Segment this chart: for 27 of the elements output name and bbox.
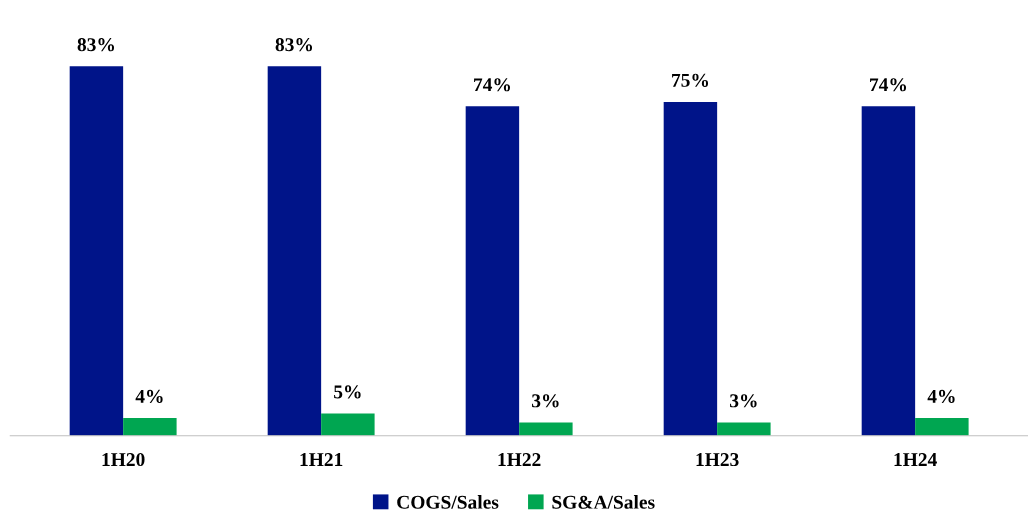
- x-tick-label: 1H23: [696, 453, 739, 467]
- data-label: 83%: [275, 38, 313, 52]
- data-label: 74%: [870, 78, 907, 92]
- bar: [915, 417, 969, 436]
- bar: [519, 422, 573, 436]
- x-tick-label: 1H24: [894, 453, 937, 466]
- data-label: 75%: [672, 73, 709, 87]
- legend-label: SG&A/Sales: [552, 495, 655, 509]
- data-label: 4%: [135, 389, 163, 403]
- data-label: 3%: [532, 394, 559, 408]
- bar: [123, 417, 177, 436]
- x-tick-label: 1H20: [102, 452, 145, 467]
- bar: [321, 413, 375, 436]
- x-tick-label: 1H22: [498, 453, 541, 466]
- bar: [69, 66, 124, 436]
- data-label: 3%: [730, 394, 757, 408]
- data-label: 74%: [474, 78, 511, 92]
- bar: [663, 101, 718, 436]
- bar: [861, 106, 916, 436]
- bar: [717, 422, 771, 436]
- data-label: 83%: [77, 38, 115, 52]
- legend-label: COGS/Sales: [397, 495, 499, 509]
- bar: [465, 106, 520, 436]
- data-label: 5%: [334, 385, 361, 399]
- bar: [267, 66, 322, 436]
- data-label: 4%: [927, 389, 955, 403]
- x-tick-label: 1H21: [300, 453, 343, 466]
